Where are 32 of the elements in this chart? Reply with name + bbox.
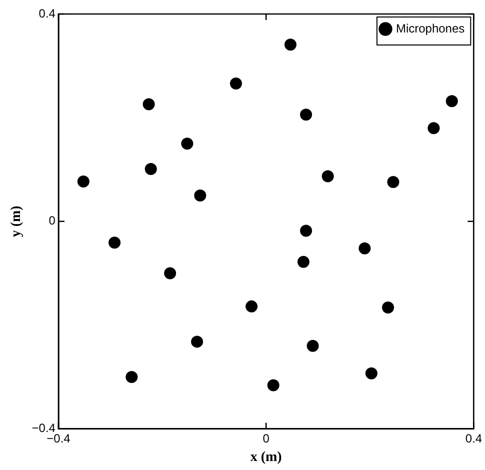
point bbox=[306, 340, 319, 352]
y-tick-label: 0.4 bbox=[38, 6, 56, 20]
point bbox=[300, 224, 312, 237]
point bbox=[300, 108, 312, 121]
point bbox=[181, 138, 194, 150]
point bbox=[194, 189, 206, 202]
point bbox=[267, 379, 280, 392]
x-tick-label: 0.4 bbox=[465, 431, 482, 446]
point bbox=[387, 176, 400, 188]
point bbox=[382, 301, 394, 314]
point bbox=[446, 95, 458, 108]
point bbox=[144, 163, 157, 176]
point bbox=[284, 38, 296, 51]
point bbox=[322, 170, 334, 182]
y-tick-label: −0.4 bbox=[32, 421, 56, 436]
point bbox=[191, 336, 204, 348]
point bbox=[358, 242, 371, 254]
x-axis-title: x (m) bbox=[250, 450, 282, 466]
point bbox=[142, 98, 155, 110]
point bbox=[428, 122, 440, 134]
y-tick-label: 0 bbox=[48, 214, 56, 228]
point bbox=[77, 175, 90, 188]
point bbox=[230, 77, 242, 90]
point bbox=[126, 370, 138, 383]
point bbox=[297, 256, 310, 268]
point bbox=[365, 367, 378, 380]
y-axis-title: y (m) bbox=[9, 205, 24, 238]
x-tick-label: 0 bbox=[262, 431, 270, 446]
legend-label: Microphones bbox=[396, 21, 465, 36]
point bbox=[246, 300, 258, 312]
point bbox=[164, 267, 176, 280]
point bbox=[108, 236, 121, 249]
